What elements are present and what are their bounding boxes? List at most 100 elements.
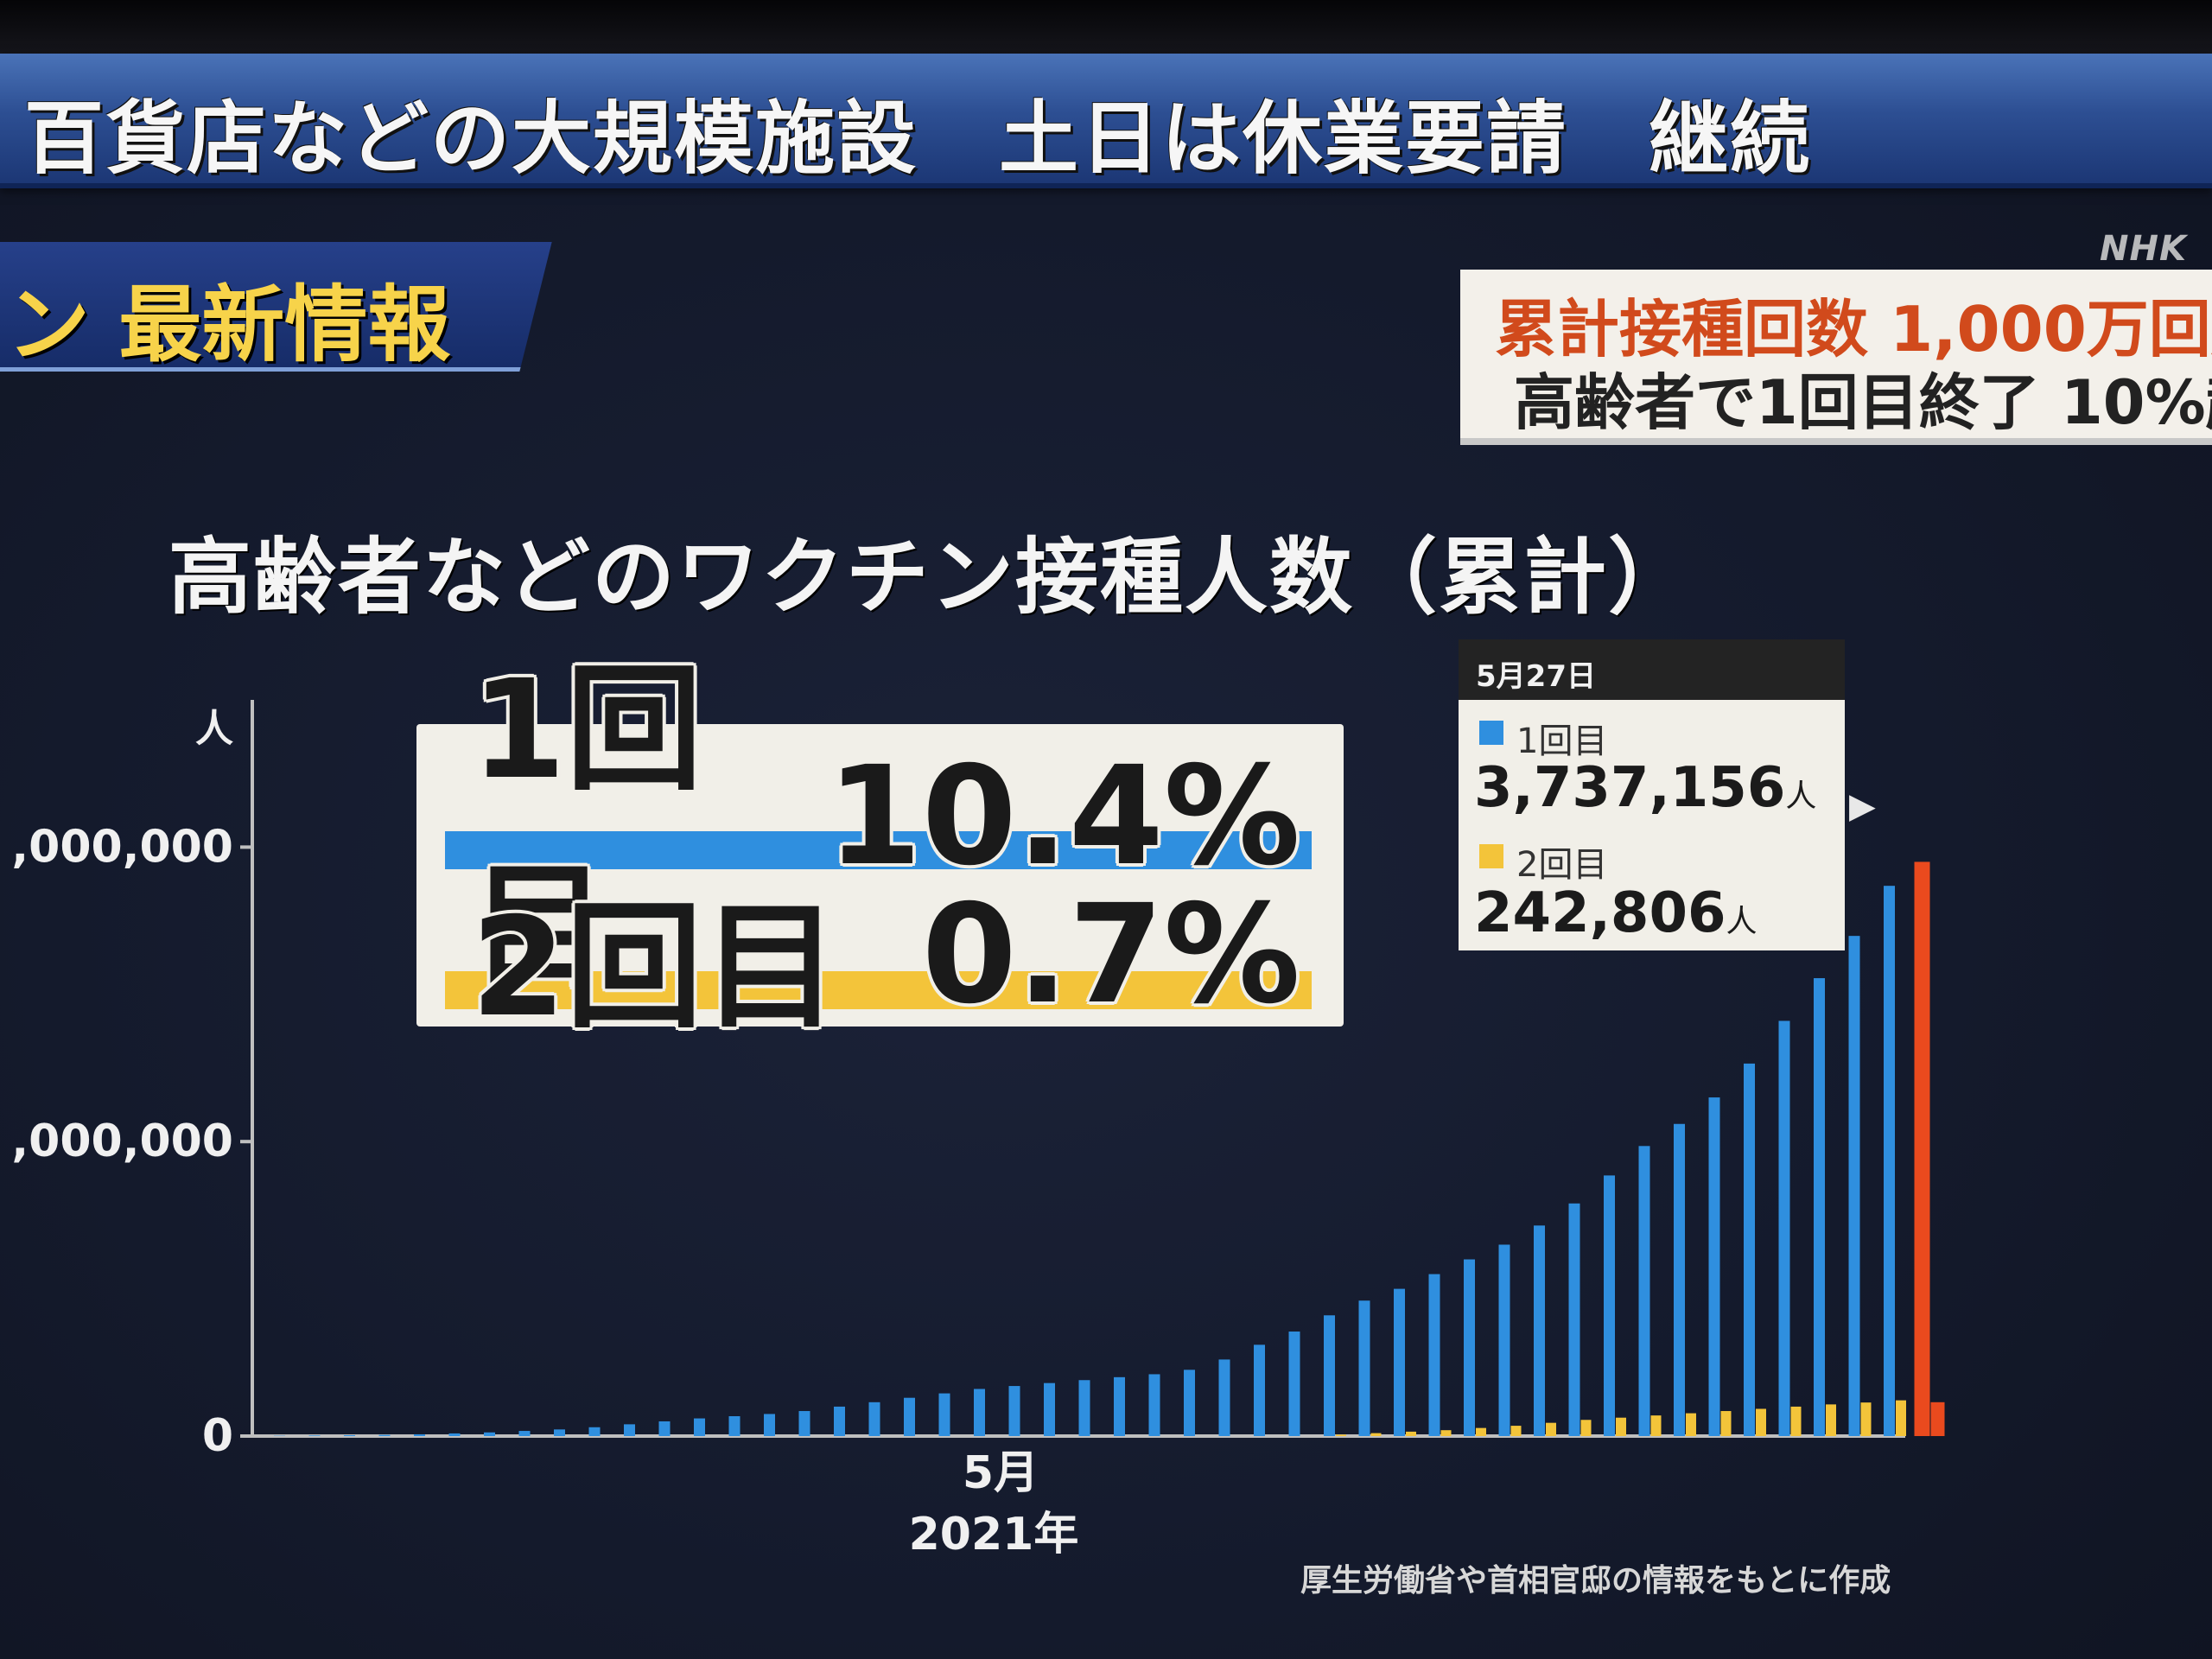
bar-first-dose <box>1884 886 1895 1436</box>
bar-second-dose <box>1790 1406 1802 1436</box>
bar-second-dose <box>1406 1431 1416 1436</box>
bar-first-dose <box>764 1414 775 1436</box>
bar-first-dose <box>1324 1315 1335 1436</box>
info-box <box>1460 270 2212 445</box>
legend-label-second: 2回目 <box>1516 845 1608 885</box>
percentage-stripe-second <box>445 971 1312 1009</box>
x-year-label: 2021年 <box>909 1509 1079 1560</box>
bar-first-dose <box>1008 1386 1020 1436</box>
bar-first-dose <box>1708 1097 1720 1436</box>
bar-first-dose <box>554 1429 565 1436</box>
info-box-line2: 高齢者で1回目終了 10%超 <box>1514 367 2212 438</box>
bar-highlight-first <box>1914 861 1930 1436</box>
percentage-stripe-first <box>445 831 1312 869</box>
bar-first-dose <box>1148 1374 1160 1436</box>
bar-first-dose <box>518 1431 531 1436</box>
bar-first-dose <box>694 1418 705 1436</box>
bar-first-dose <box>938 1393 950 1436</box>
bar-second-dose <box>1826 1404 1836 1436</box>
bar-first-dose <box>1044 1382 1055 1436</box>
y-tick-label: 0 <box>202 1410 233 1462</box>
bar-first-dose <box>868 1402 880 1436</box>
x-tick-label: 5月 <box>963 1447 1039 1499</box>
bar-second-dose <box>1336 1434 1346 1436</box>
legend-value-second-number: 242,806 <box>1474 881 1726 945</box>
bar-first-dose <box>904 1397 915 1436</box>
bar-highlight-second <box>1930 1402 1945 1436</box>
tooltip-date: 5月27日 <box>1476 659 1596 694</box>
broadcaster-logo: NHK <box>2100 229 2187 269</box>
bar-first-dose <box>974 1389 985 1436</box>
bar-first-dose <box>1498 1244 1510 1436</box>
bar-second-dose <box>1370 1433 1382 1436</box>
percentage-row-second: 2回目 0.7% <box>471 875 1300 1047</box>
bar-first-dose <box>1848 936 1860 1436</box>
bar-first-dose <box>1604 1175 1615 1436</box>
bar-first-dose <box>1218 1359 1230 1436</box>
bar-first-dose <box>1254 1344 1265 1436</box>
bar-first-dose <box>624 1424 635 1436</box>
bar-second-dose <box>1720 1411 1732 1436</box>
bar-second-dose <box>1580 1420 1592 1436</box>
legend-value-first: 3,737,156人 <box>1474 756 1816 820</box>
bar-second-dose <box>1440 1430 1452 1436</box>
bar-first-dose <box>448 1433 461 1436</box>
chart-title: 高齢者などのワクチン接種人数（累計） <box>168 529 1693 626</box>
top-bezel-strip <box>0 0 2212 54</box>
bar-second-dose <box>1616 1417 1626 1436</box>
tooltip-pointer-icon: ▶ <box>1849 786 1876 826</box>
bar-first-dose <box>728 1415 741 1436</box>
source-note: 厚生労働省や首相官邸の情報をもとに作成 <box>1300 1563 1891 1599</box>
bar-first-dose <box>1078 1380 1090 1436</box>
bar-second-dose <box>1686 1413 1696 1436</box>
bar-first-dose <box>484 1432 495 1436</box>
bar-first-dose <box>414 1433 425 1436</box>
headline-bar <box>0 54 2212 188</box>
bar-first-dose <box>308 1435 321 1436</box>
bar-first-dose <box>1638 1146 1650 1436</box>
bar-first-dose <box>1358 1300 1370 1436</box>
bar-first-dose <box>798 1411 810 1436</box>
bar-first-dose <box>1814 978 1825 1436</box>
legend-value-second-unit: 人 <box>1726 904 1758 939</box>
bar-second-dose <box>1756 1408 1766 1436</box>
bar-second-dose <box>1476 1427 1486 1436</box>
y-tick-label: ,000,000 <box>11 821 233 873</box>
bar-first-dose <box>1184 1370 1195 1436</box>
percentage-row-first: 1回目 10.4% <box>471 651 1300 1007</box>
bar-second-dose <box>1546 1422 1556 1436</box>
bar-second-dose <box>1510 1426 1522 1436</box>
percentage-second-label: 2回目 <box>471 887 839 1047</box>
bar-first-dose <box>588 1427 601 1436</box>
y-unit-label: 人 <box>195 707 233 751</box>
y-tick-label: ,000,000 <box>11 1116 233 1167</box>
bar-first-dose <box>1464 1259 1475 1436</box>
bar-second-dose <box>1860 1402 1872 1436</box>
bar-first-dose <box>658 1421 671 1436</box>
bar-first-dose <box>1428 1274 1440 1436</box>
bar-first-dose <box>378 1434 391 1436</box>
section-tag-label: ン 最新情報 <box>7 276 451 373</box>
legend-swatch-second <box>1479 844 1503 868</box>
bar-first-dose <box>344 1434 355 1436</box>
legend-value-first-unit: 人 <box>1785 779 1817 814</box>
legend-value-first-number: 3,737,156 <box>1474 756 1786 820</box>
legend-label-first: 1回目 <box>1516 721 1608 761</box>
info-box-line1: 累計接種回数 1,000万回超 <box>1495 293 2212 365</box>
legend-value-second: 242,806人 <box>1474 881 1758 945</box>
bar-first-dose <box>1534 1225 1545 1436</box>
bar-first-dose <box>1568 1203 1580 1436</box>
percentage-second-value: 0.7% <box>921 875 1300 1034</box>
bar-first-dose <box>1114 1376 1125 1436</box>
bar-first-dose <box>1744 1063 1755 1436</box>
bar-first-dose <box>1778 1020 1790 1436</box>
bar-second-dose <box>1650 1415 1662 1436</box>
percentage-first-value: 10.4% <box>826 737 1300 896</box>
bar-first-dose <box>1674 1123 1685 1436</box>
bar-first-dose <box>1288 1332 1300 1436</box>
bar-first-dose <box>1394 1288 1405 1436</box>
bar-second-dose <box>1896 1400 1906 1436</box>
percentage-first-label: 1回目 <box>471 651 702 1007</box>
